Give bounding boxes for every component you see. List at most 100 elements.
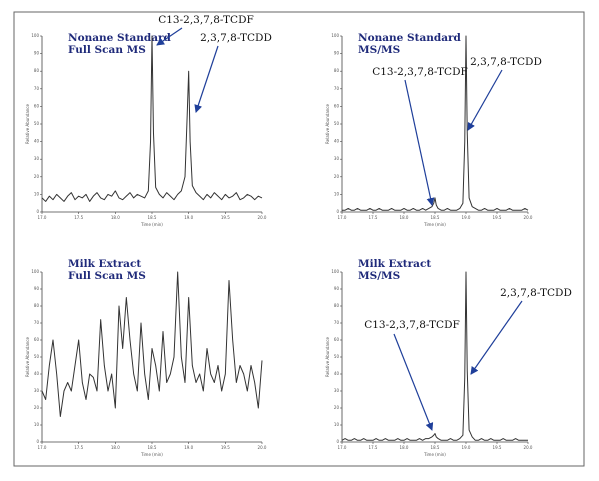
- annotation: 2,3,7,8-TCDD: [200, 32, 272, 44]
- y-tick-label: 50: [334, 121, 340, 126]
- y-tick-label: 90: [334, 51, 340, 56]
- annotation: 2,3,7,8-TCDD: [500, 287, 572, 299]
- x-tick-label: 17.0: [338, 445, 347, 450]
- y-axis-label: Relative Abundance: [325, 103, 330, 143]
- x-tick-label: 17.0: [38, 445, 47, 450]
- y-tick-label: 70: [334, 320, 340, 325]
- y-tick-label: 60: [334, 337, 340, 342]
- y-tick-label: 70: [334, 86, 340, 91]
- y-tick-label: 0: [36, 209, 39, 214]
- annotation: 2,3,7,8-TCDD: [470, 56, 542, 68]
- y-tick-label: 40: [34, 139, 40, 144]
- y-tick-label: 100: [31, 33, 39, 38]
- x-tick-label: 17.0: [38, 215, 47, 220]
- x-tick-label: 19.0: [184, 215, 193, 220]
- y-tick-label: 30: [34, 388, 40, 393]
- y-tick-label: 60: [334, 103, 340, 108]
- y-tick-label: 90: [34, 286, 40, 291]
- y-tick-label: 80: [34, 68, 40, 73]
- y-tick-label: 50: [34, 121, 40, 126]
- y-tick-label: 10: [34, 191, 40, 196]
- y-tick-label: 100: [31, 269, 39, 274]
- x-tick-label: 17.5: [74, 215, 83, 220]
- y-tick-label: 20: [34, 174, 40, 179]
- panel-title: Milk Extract: [68, 258, 141, 270]
- trace: [41, 271, 263, 417]
- y-tick-label: 30: [334, 156, 340, 161]
- x-axis-label: Time (min): [140, 222, 163, 227]
- annotation: C13-2,3,7,8-TCDF: [364, 319, 460, 331]
- x-tick-label: 19.5: [221, 215, 230, 220]
- x-tick-label: 18.0: [400, 445, 409, 450]
- y-tick-label: 0: [336, 439, 339, 444]
- y-axis-label: Relative Abundance: [25, 336, 30, 376]
- x-tick-label: 19.0: [462, 215, 471, 220]
- x-tick-label: 20.0: [258, 215, 267, 220]
- y-tick-label: 30: [334, 388, 340, 393]
- y-tick-label: 10: [334, 191, 340, 196]
- y-tick-label: 0: [336, 209, 339, 214]
- x-tick-label: 18.0: [400, 215, 409, 220]
- annotation-arrow: [404, 79, 435, 206]
- annotation-arrow: [156, 27, 183, 46]
- y-tick-label: 80: [334, 303, 340, 308]
- annotation-arrow: [393, 333, 434, 431]
- y-tick-label: 80: [34, 303, 40, 308]
- y-tick-label: 10: [334, 422, 340, 427]
- x-tick-label: 19.0: [184, 445, 193, 450]
- y-tick-label: 20: [34, 405, 40, 410]
- y-tick-label: 90: [34, 51, 40, 56]
- frame: [13, 11, 585, 467]
- annotation-arrow: [470, 300, 523, 375]
- trace: [341, 271, 528, 441]
- y-tick-label: 50: [334, 354, 340, 359]
- x-axis-label: Time (min): [423, 222, 446, 227]
- x-tick-label: 17.5: [369, 215, 378, 220]
- y-tick-label: 40: [34, 371, 40, 376]
- annotation-arrow: [194, 45, 219, 113]
- annotation: C13-2,3,7,8-TCDF: [158, 14, 254, 26]
- panel-title: Nonane Standard: [358, 32, 462, 44]
- y-tick-label: 70: [34, 320, 40, 325]
- panel-subtitle: MS/MS: [358, 44, 400, 56]
- y-tick-label: 60: [34, 103, 40, 108]
- x-tick-label: 20.0: [524, 215, 533, 220]
- annotation: C13-2,3,7,8-TCDF: [372, 66, 468, 78]
- x-tick-label: 17.5: [74, 445, 83, 450]
- y-tick-label: 90: [334, 286, 340, 291]
- x-tick-label: 18.0: [111, 215, 120, 220]
- trace: [342, 35, 529, 211]
- x-axis-label: Time (min): [423, 452, 446, 457]
- x-tick-label: 20.0: [524, 445, 533, 450]
- y-axis-label: Relative Abundance: [325, 336, 330, 376]
- x-tick-label: 18.0: [111, 445, 120, 450]
- x-tick-label: 17.0: [338, 215, 347, 220]
- x-tick-label: 17.5: [369, 445, 378, 450]
- x-axis-label: Time (min): [140, 452, 163, 457]
- y-tick-label: 80: [334, 68, 340, 73]
- panel-subtitle: Full Scan MS: [68, 44, 146, 56]
- y-axis-label: Relative Abundance: [25, 103, 30, 143]
- x-tick-label: 18.5: [148, 215, 157, 220]
- x-tick-label: 19.0: [462, 445, 471, 450]
- x-tick-label: 19.5: [493, 215, 502, 220]
- panel-title: Nonane Standard: [68, 32, 172, 44]
- panel-subtitle: MS/MS: [358, 270, 400, 282]
- y-tick-label: 100: [331, 33, 339, 38]
- x-tick-label: 20.0: [258, 445, 267, 450]
- panel-title: Milk Extract: [358, 258, 431, 270]
- trace: [41, 35, 263, 202]
- y-tick-label: 100: [331, 269, 339, 274]
- panel-subtitle: Full Scan MS: [68, 270, 146, 282]
- x-tick-label: 19.5: [493, 445, 502, 450]
- y-tick-label: 50: [34, 354, 40, 359]
- x-tick-label: 18.5: [431, 445, 440, 450]
- x-tick-label: 19.5: [221, 445, 230, 450]
- x-tick-label: 18.5: [431, 215, 440, 220]
- y-tick-label: 70: [34, 86, 40, 91]
- y-tick-label: 60: [34, 337, 40, 342]
- y-tick-label: 40: [334, 139, 340, 144]
- y-tick-label: 20: [334, 405, 340, 410]
- y-tick-label: 40: [334, 371, 340, 376]
